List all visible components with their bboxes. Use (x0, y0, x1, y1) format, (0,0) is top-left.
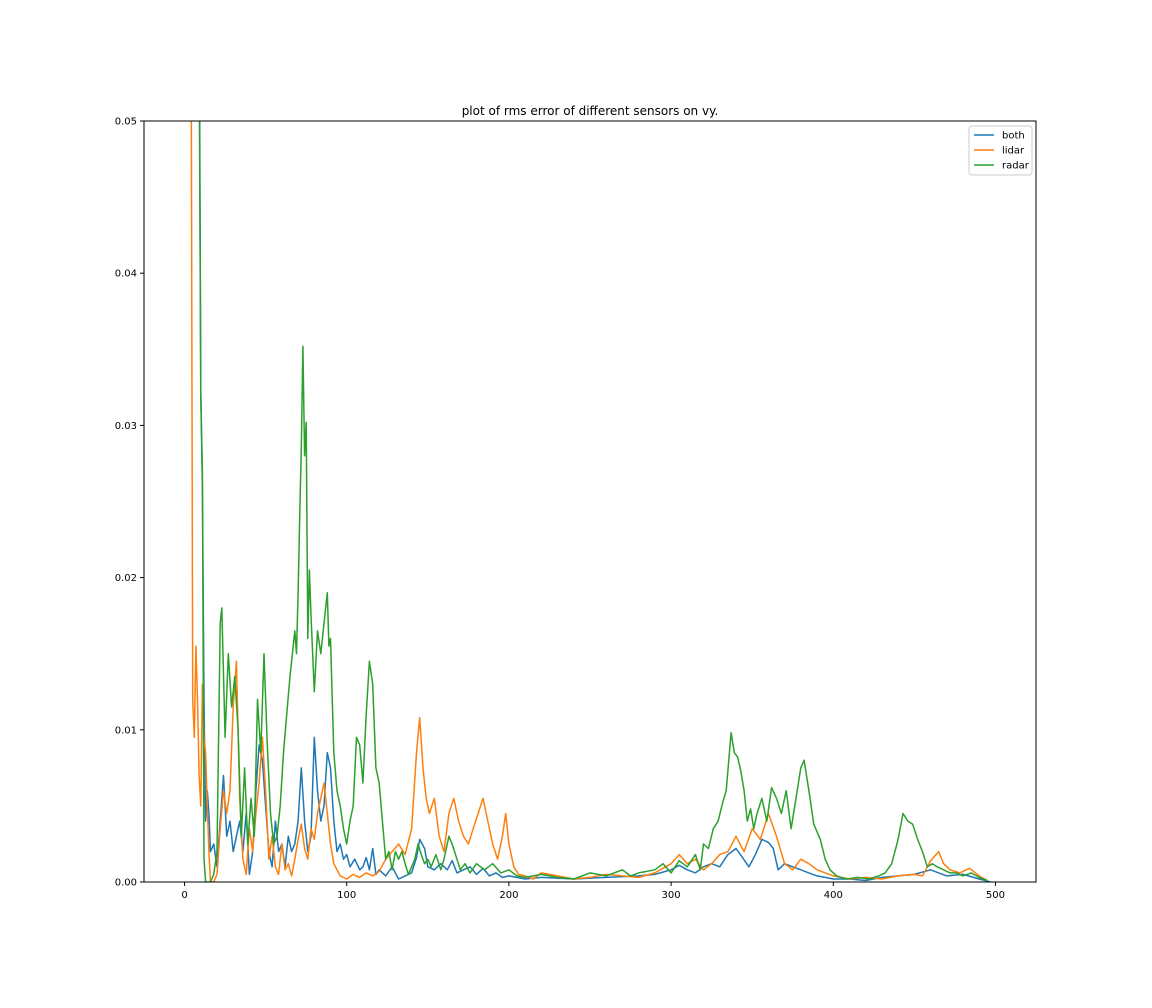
series-line-both (198, 121, 991, 882)
legend-box (968, 125, 1033, 176)
legend: both lidar radar (968, 125, 1033, 176)
y-tick-label: 0.04 (115, 269, 137, 280)
legend-label-both: both (1002, 131, 1025, 142)
y-tick-label: 0.05 (115, 117, 137, 128)
x-tick-label: 500 (986, 890, 1005, 901)
y-tick-label: 0.02 (115, 573, 137, 584)
y-tick-label: 0.00 (115, 878, 137, 889)
legend-label-lidar: lidar (1002, 146, 1025, 157)
y-axis: 0.00 0.01 0.02 0.03 0.04 0.05 (115, 117, 144, 889)
legend-label-radar: radar (1002, 161, 1030, 172)
series-line-radar (198, 121, 988, 882)
chart-title: plot of rms error of different sensors o… (462, 104, 719, 118)
x-axis: 0 100 200 300 400 500 (181, 882, 1005, 901)
series-layer (190, 121, 991, 882)
y-tick-label: 0.03 (115, 421, 137, 432)
x-tick-label: 200 (499, 890, 518, 901)
series-line-lidar (190, 121, 988, 882)
x-tick-label: 400 (824, 890, 843, 901)
x-tick-label: 100 (337, 890, 356, 901)
y-tick-label: 0.01 (115, 725, 137, 736)
x-tick-label: 0 (181, 890, 187, 901)
plot-frame (143, 120, 1037, 883)
x-tick-label: 300 (662, 890, 681, 901)
